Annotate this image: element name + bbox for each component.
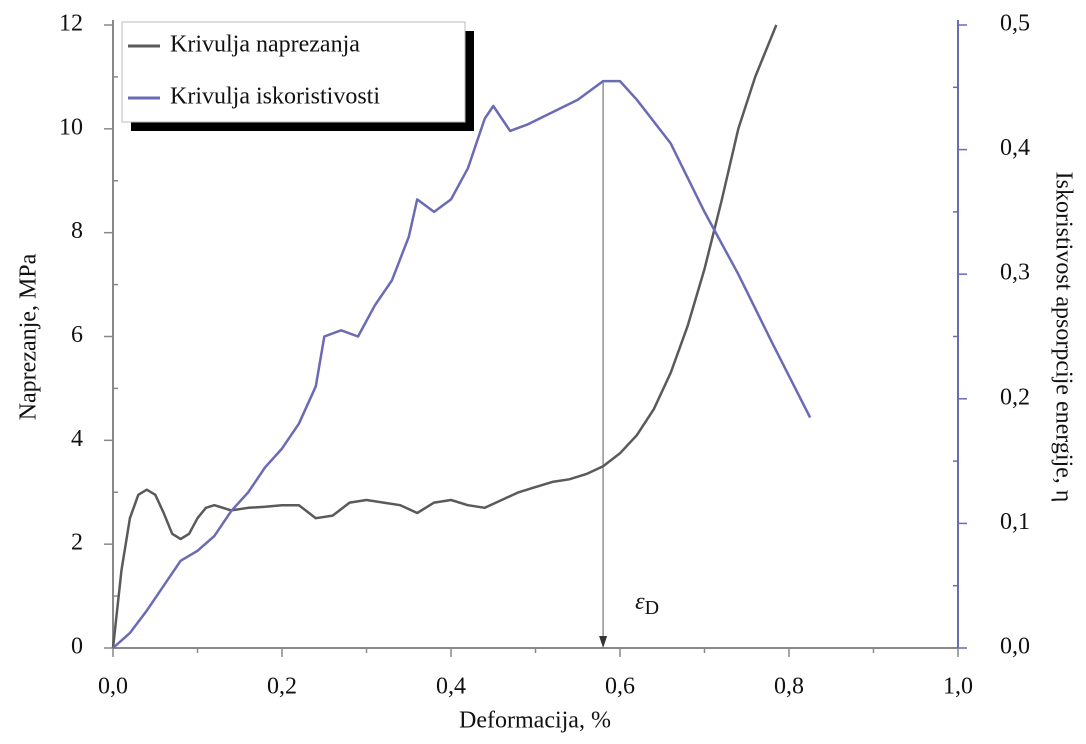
x-tick-label: 0,8 <box>774 674 804 700</box>
annotation: εD <box>635 589 659 619</box>
y2-tick-label: 0,2 <box>1000 384 1030 410</box>
annotation-symbol: ε <box>635 589 645 615</box>
y-tick-label: 4 <box>71 426 83 452</box>
series-line <box>111 24 778 649</box>
y-tick-label: 2 <box>71 530 83 556</box>
legend-label: Krivulja iskoristivosti <box>170 84 380 110</box>
y-tick-label: 12 <box>59 11 83 37</box>
x-tick-label: 0,2 <box>267 674 297 700</box>
y-tick-label: 6 <box>71 322 83 348</box>
legend-box <box>121 21 466 123</box>
y-tick-label: 10 <box>59 114 83 140</box>
annotation-arrowhead <box>599 636 608 648</box>
y2-tick-label: 0,0 <box>1000 634 1030 660</box>
y-tick-label: 0 <box>71 634 83 660</box>
x-tick-label: 1,0 <box>943 674 973 700</box>
annotation-subscript: D <box>645 597 659 619</box>
x-tick-label: 0,0 <box>98 674 128 700</box>
x-axis-label: Deformacija, % <box>459 708 611 734</box>
y-axis-label: Naprezanje, MPa <box>16 253 42 420</box>
y2-tick-label: 0,4 <box>1000 135 1030 161</box>
y2-axis-label: Iskoristivost apsorpcije energije, η <box>1050 172 1076 503</box>
y2-tick-label: 0,1 <box>1000 509 1030 535</box>
y2-tick-label: 0,3 <box>1000 260 1030 286</box>
x-tick-label: 0,6 <box>605 674 635 700</box>
x-tick-label: 0,4 <box>436 674 466 700</box>
series-line <box>112 79 812 649</box>
y2-tick-label: 0,5 <box>1000 11 1030 37</box>
y-tick-label: 8 <box>71 218 83 244</box>
legend-label: Krivulja naprezanja <box>170 32 360 58</box>
